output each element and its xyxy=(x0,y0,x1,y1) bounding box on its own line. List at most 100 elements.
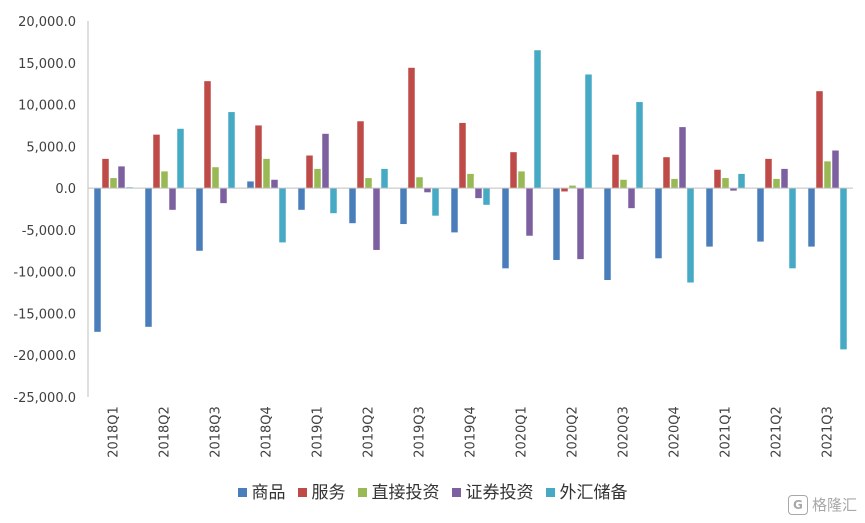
x-tick-label: 2021Q1 xyxy=(719,406,734,458)
bar xyxy=(832,150,839,189)
x-tick-label: 2020Q2 xyxy=(566,406,581,458)
bar xyxy=(534,50,541,189)
y-tick-label: 15,000.0 xyxy=(18,57,76,72)
bar xyxy=(322,133,329,189)
bar xyxy=(526,188,533,236)
bar xyxy=(569,185,576,189)
legend-item: 外汇储备 xyxy=(545,478,628,503)
bar xyxy=(510,152,517,189)
bar xyxy=(400,188,407,225)
bar xyxy=(373,188,380,250)
watermark-logo-icon: G xyxy=(787,494,808,515)
legend-swatch xyxy=(297,487,307,497)
bar xyxy=(204,81,211,189)
bar xyxy=(381,168,388,189)
bar xyxy=(730,188,737,191)
legend-label: 外汇储备 xyxy=(559,483,628,503)
bar xyxy=(706,188,713,247)
bar xyxy=(110,178,117,189)
bar xyxy=(247,181,254,189)
y-tick-label: 0.0 xyxy=(55,182,76,197)
bar xyxy=(102,158,109,189)
bar xyxy=(655,188,662,259)
bar xyxy=(153,134,160,189)
legend-label: 商品 xyxy=(251,483,286,503)
bar xyxy=(663,157,670,189)
bar xyxy=(306,155,313,189)
x-tick-label: 2021Q2 xyxy=(770,406,785,458)
bar xyxy=(577,188,584,260)
bar xyxy=(636,102,643,189)
bar xyxy=(255,125,262,189)
bar xyxy=(757,188,764,242)
bar xyxy=(279,188,286,243)
bar xyxy=(502,188,509,269)
bar xyxy=(416,177,423,189)
bar xyxy=(773,178,780,189)
series-2 xyxy=(102,67,823,192)
y-tick-label: -25,000.0 xyxy=(13,391,76,406)
bar xyxy=(789,188,796,269)
legend-label: 服务 xyxy=(311,483,346,503)
x-tick-label: 2019Q4 xyxy=(464,406,479,458)
bar xyxy=(816,91,823,189)
bar xyxy=(824,161,831,189)
y-tick-label: 5,000.0 xyxy=(26,140,76,155)
bar xyxy=(585,74,592,189)
bar xyxy=(271,179,278,189)
bar xyxy=(671,178,678,189)
bar xyxy=(451,188,458,233)
bar xyxy=(145,188,152,327)
bar xyxy=(714,169,721,189)
watermark: G 格隆汇 xyxy=(787,494,857,515)
bar xyxy=(604,188,611,281)
bar xyxy=(781,168,788,189)
bar xyxy=(228,112,235,189)
x-tick-label: 2018Q2 xyxy=(158,406,173,458)
bar xyxy=(432,188,439,216)
y-tick-label: -10,000.0 xyxy=(13,266,76,281)
bar xyxy=(212,167,219,189)
legend-label: 证券投资 xyxy=(465,483,534,503)
bar xyxy=(808,188,815,247)
x-tick-label: 2020Q1 xyxy=(515,406,530,458)
legend-label: 直接投资 xyxy=(371,483,440,503)
x-tick-label: 2019Q1 xyxy=(311,406,326,458)
bar xyxy=(357,121,364,189)
bar xyxy=(765,158,772,189)
bar xyxy=(330,188,337,214)
y-axis-labels: 20,000.0 15,000.0 10,000.0 5,000.0 0.0 -5,000… xyxy=(13,15,76,406)
legend-swatch xyxy=(237,487,247,497)
series-3 xyxy=(110,158,831,189)
x-axis-labels: 2018Q1 2018Q2 2018Q3 2018Q4 2019Q1 2019Q2 2019… xyxy=(107,406,836,458)
x-tick-label: 2019Q3 xyxy=(413,406,428,458)
x-tick-label: 2020Q3 xyxy=(617,406,632,458)
legend-item: 商品 xyxy=(237,478,286,503)
bar xyxy=(687,188,694,283)
bar xyxy=(196,188,203,251)
x-tick-label: 2018Q1 xyxy=(107,406,122,458)
bar xyxy=(94,188,101,332)
x-tick-label: 2021Q3 xyxy=(821,406,836,458)
x-tick-label: 2018Q4 xyxy=(260,406,275,458)
bar xyxy=(459,122,466,189)
bar xyxy=(169,188,176,210)
bar xyxy=(679,127,686,189)
bar xyxy=(263,158,270,189)
bar xyxy=(722,178,729,189)
legend-item: 证券投资 xyxy=(451,478,534,503)
x-tick-label: 2018Q3 xyxy=(209,406,224,458)
y-tick-label: -20,000.0 xyxy=(13,349,76,364)
y-tick-label: 20,000.0 xyxy=(18,15,76,30)
bar xyxy=(177,128,184,189)
bar xyxy=(553,188,560,260)
legend-swatch xyxy=(451,487,461,497)
x-tick-label: 2020Q4 xyxy=(668,406,683,458)
bar xyxy=(475,188,482,199)
bar xyxy=(314,168,321,189)
bar xyxy=(424,188,431,193)
bar xyxy=(628,188,635,209)
bar xyxy=(561,188,568,192)
